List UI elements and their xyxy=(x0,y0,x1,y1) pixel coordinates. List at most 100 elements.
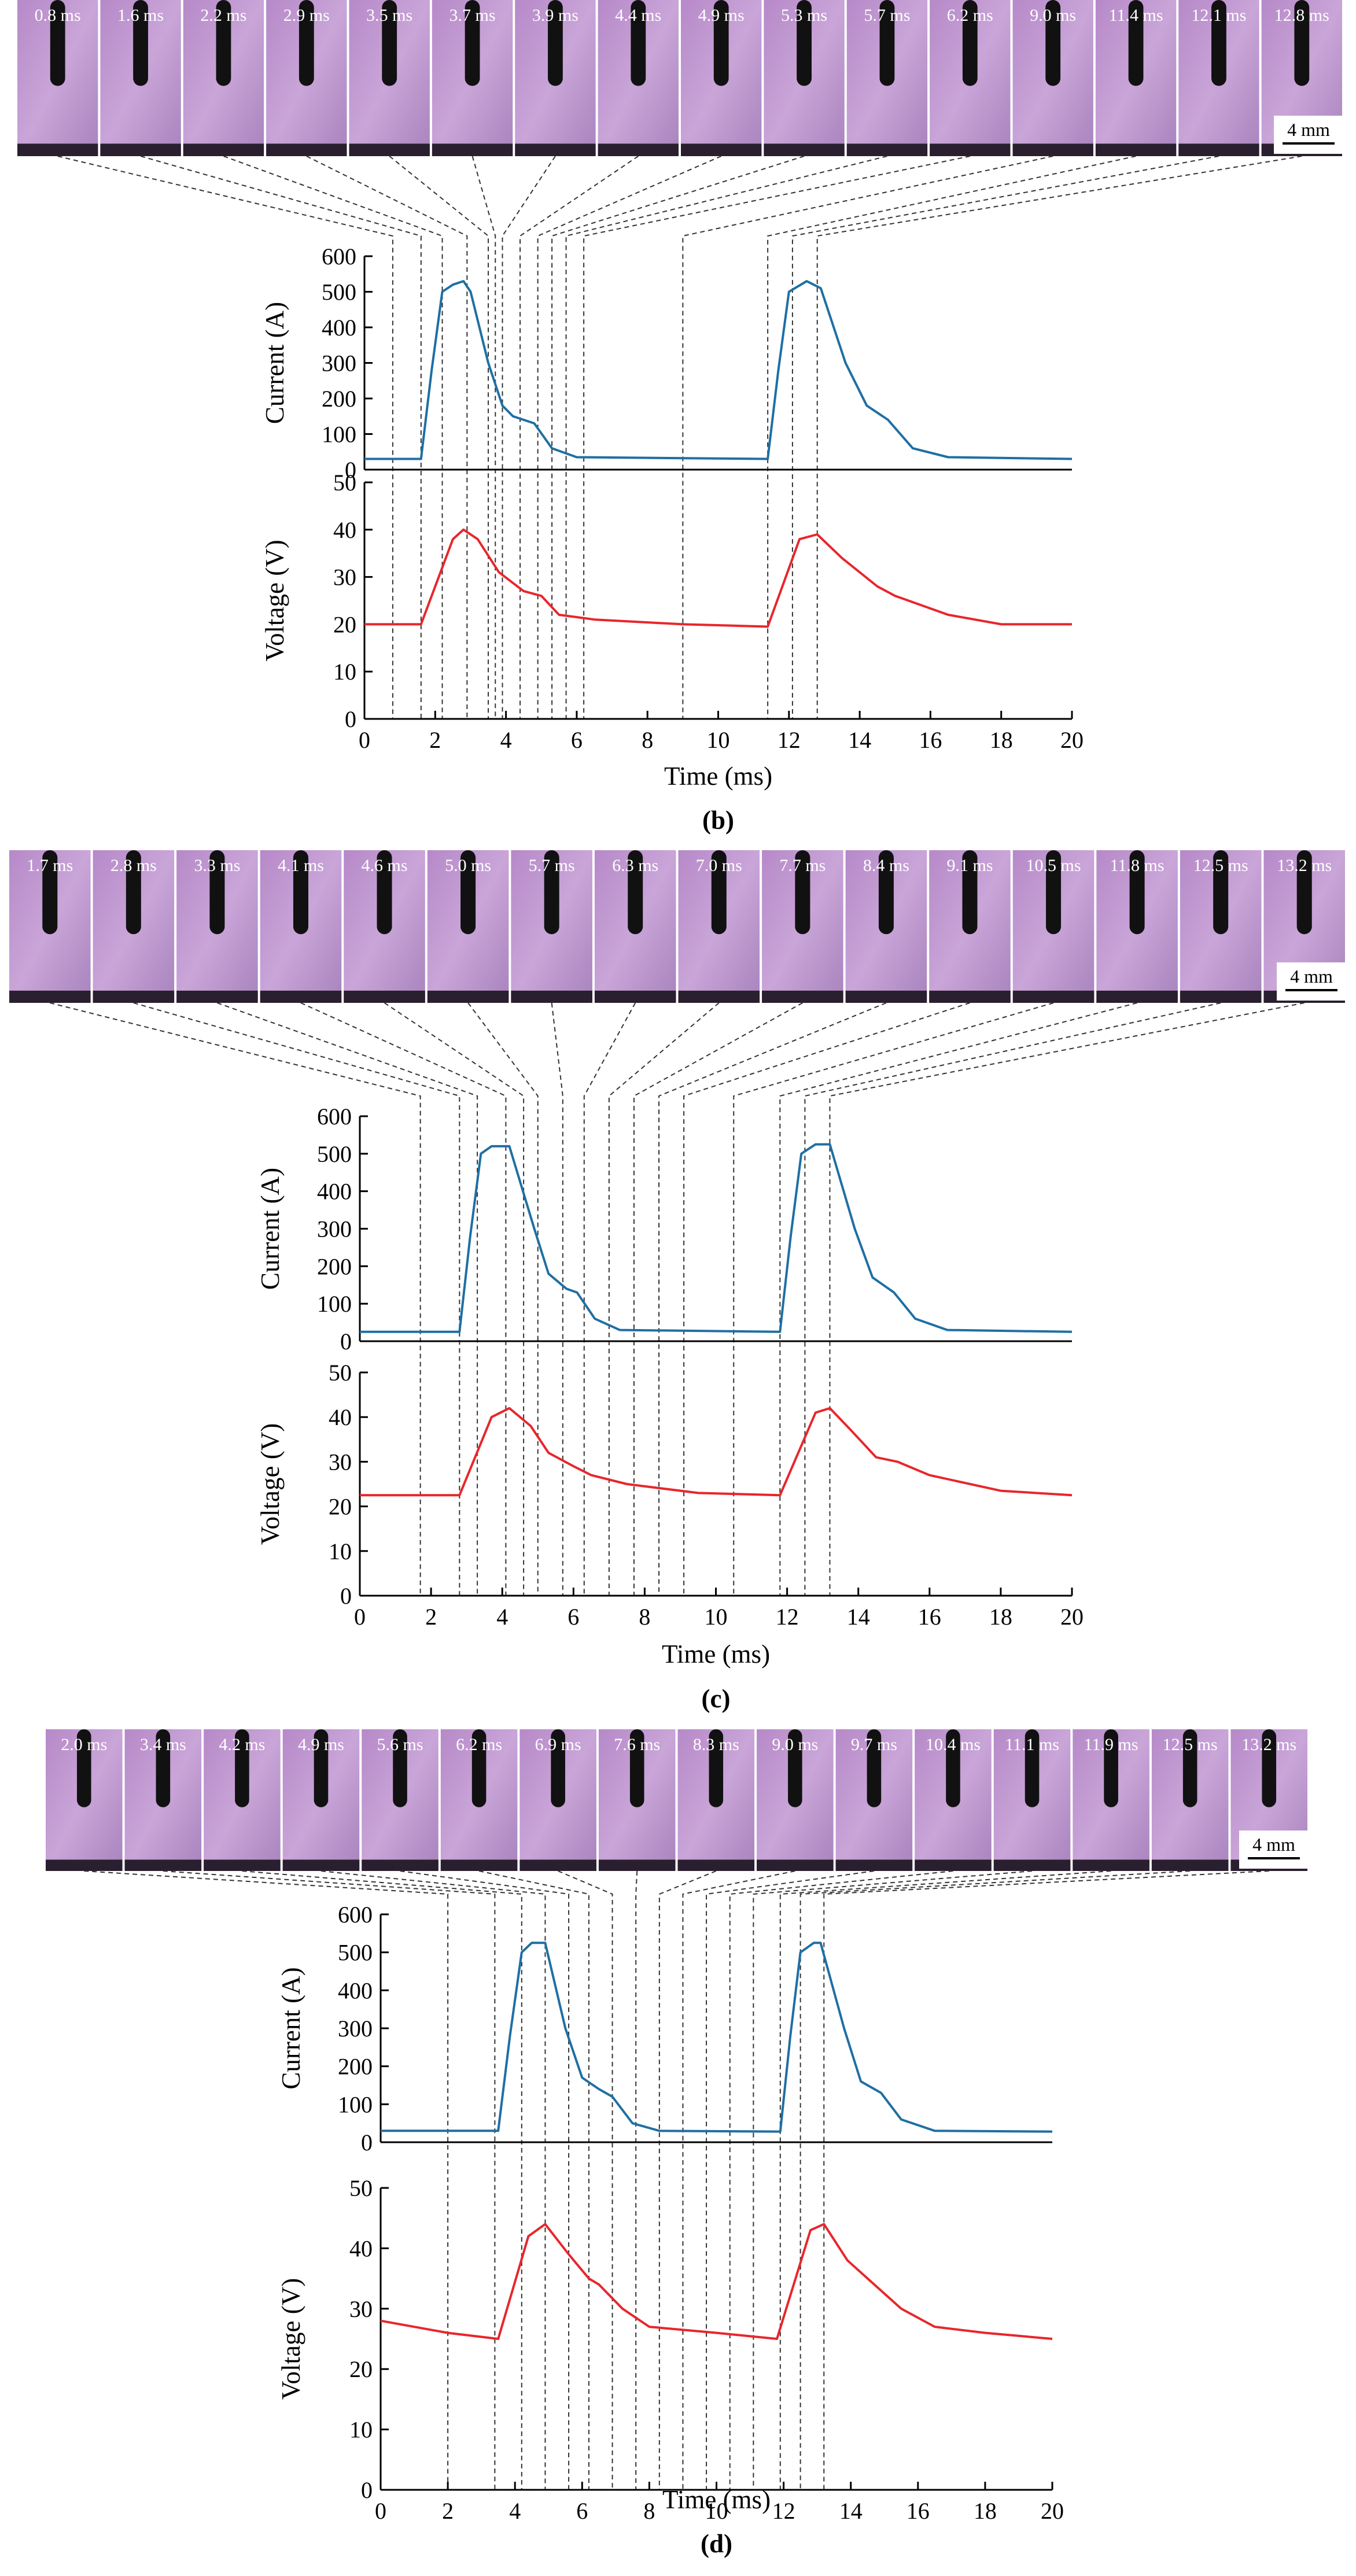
frame-floor xyxy=(1178,143,1259,156)
x-tick-label: 12 xyxy=(778,727,801,753)
connector xyxy=(306,156,468,719)
frame-time-label: 9.0 ms xyxy=(772,1735,818,1754)
frame-floor xyxy=(681,143,762,156)
electrode xyxy=(878,850,894,935)
x-axis-title: Time (ms) xyxy=(662,2485,771,2514)
x-tick-label: 2 xyxy=(425,1604,437,1630)
frame-time-label: 2.8 ms xyxy=(110,856,157,875)
connector xyxy=(242,1870,522,2490)
trace xyxy=(381,1942,1053,2133)
frame-time-label: 7.0 ms xyxy=(696,856,742,875)
frame-floor xyxy=(260,990,342,1003)
y-tick-label: 40 xyxy=(329,1404,352,1430)
connector xyxy=(791,156,1219,719)
y-tick-label: 50 xyxy=(329,1360,352,1386)
frame-floor xyxy=(440,1859,518,1871)
electrode xyxy=(314,1729,329,1807)
electrode xyxy=(471,1729,487,1807)
x-tick-label: 8 xyxy=(639,1604,650,1630)
frame-time-label: 12.5 ms xyxy=(1193,856,1248,875)
panel-label: (d) xyxy=(701,2529,732,2558)
connector xyxy=(779,1870,1111,2490)
frame-time-label: 9.7 ms xyxy=(851,1735,897,1754)
frame-time-label: 3.3 ms xyxy=(194,856,240,875)
panel-label: (b) xyxy=(702,806,734,835)
frame-time-label: 4.4 ms xyxy=(615,6,661,25)
y-tick-label: 0 xyxy=(340,1583,352,1609)
frame-time-label: 6.9 ms xyxy=(535,1735,581,1754)
frame-time-label: 11.8 ms xyxy=(1110,856,1165,875)
scale-bar-label: 4 mm xyxy=(1252,1834,1295,1855)
connector xyxy=(551,156,805,719)
frame-floor xyxy=(846,143,928,156)
x-tick-label: 2 xyxy=(429,727,441,753)
frame-floor xyxy=(915,1859,992,1871)
electrode xyxy=(631,0,646,86)
connector xyxy=(57,156,393,719)
electrode xyxy=(377,850,392,935)
connector xyxy=(320,1870,546,2490)
frame-floor xyxy=(1012,143,1093,156)
connector xyxy=(658,1870,717,2490)
frame-time-label: 5.3 ms xyxy=(781,6,827,25)
frame-time-label: 1.7 ms xyxy=(27,856,73,875)
frame-floor xyxy=(1095,143,1177,156)
frame-floor xyxy=(677,1859,755,1871)
frame-time-label: 8.4 ms xyxy=(863,856,909,875)
x-tick-label: 12 xyxy=(772,2498,795,2524)
electrode xyxy=(216,0,231,86)
connector xyxy=(400,1870,570,2490)
frame-time-label: 6.2 ms xyxy=(947,6,993,25)
y-tick-label: 400 xyxy=(317,1179,352,1205)
x-tick-label: 10 xyxy=(705,1604,728,1630)
x-tick-label: 4 xyxy=(509,2498,521,2524)
y-tick-label: 100 xyxy=(322,422,356,448)
electrode xyxy=(1294,0,1310,86)
connector xyxy=(471,156,496,719)
frame-floor xyxy=(100,143,181,156)
y-tick-label: 20 xyxy=(349,2356,373,2382)
connector xyxy=(779,1002,1137,1596)
frame-time-label: 0.8 ms xyxy=(35,6,81,25)
electrode xyxy=(126,850,141,935)
y-tick-label: 600 xyxy=(317,1104,352,1130)
trace xyxy=(380,2223,1053,2340)
frame-floor xyxy=(204,1859,281,1871)
frame-time-label: 12.1 ms xyxy=(1191,6,1246,25)
y-tick-label: 200 xyxy=(317,1253,352,1279)
electrode xyxy=(1182,1729,1197,1807)
frame-time-label: 3.7 ms xyxy=(449,6,496,25)
y-tick-label: 10 xyxy=(333,659,356,685)
electrode xyxy=(42,850,58,935)
frame-time-label: 2.2 ms xyxy=(200,6,246,25)
frame-time-label: 2.9 ms xyxy=(283,6,330,25)
connector xyxy=(733,1002,1054,1596)
frame-time-label: 10.4 ms xyxy=(926,1735,981,1754)
frame-floor xyxy=(511,990,592,1003)
connector xyxy=(140,156,422,719)
electrode xyxy=(879,0,895,86)
electrode xyxy=(156,1729,171,1807)
y-tick-label: 500 xyxy=(317,1141,352,1167)
electrode xyxy=(1296,850,1312,935)
frame-floor xyxy=(519,1859,596,1871)
frame-time-label: 12.8 ms xyxy=(1274,6,1329,25)
frame-floor xyxy=(598,143,679,156)
connector xyxy=(767,156,1136,719)
electrode xyxy=(629,1729,644,1807)
y-axis-title: Current (A) xyxy=(277,1967,305,2089)
x-tick-label: 6 xyxy=(571,727,583,753)
x-tick-label: 6 xyxy=(568,1604,579,1630)
x-tick-label: 2 xyxy=(442,2498,454,2524)
electrode xyxy=(299,0,314,86)
trace xyxy=(364,528,1072,628)
frame-time-label: 5.7 ms xyxy=(864,6,910,25)
connector xyxy=(467,1002,539,1596)
frame-time-label: 13.2 ms xyxy=(1241,1735,1296,1754)
frame-time-label: 5.7 ms xyxy=(529,856,575,875)
trace xyxy=(360,1143,1073,1333)
frame-time-label: 9.0 ms xyxy=(1030,6,1076,25)
frame-time-label: 4.9 ms xyxy=(298,1735,344,1754)
x-tick-label: 8 xyxy=(643,2498,655,2524)
frame-floor xyxy=(594,990,676,1003)
